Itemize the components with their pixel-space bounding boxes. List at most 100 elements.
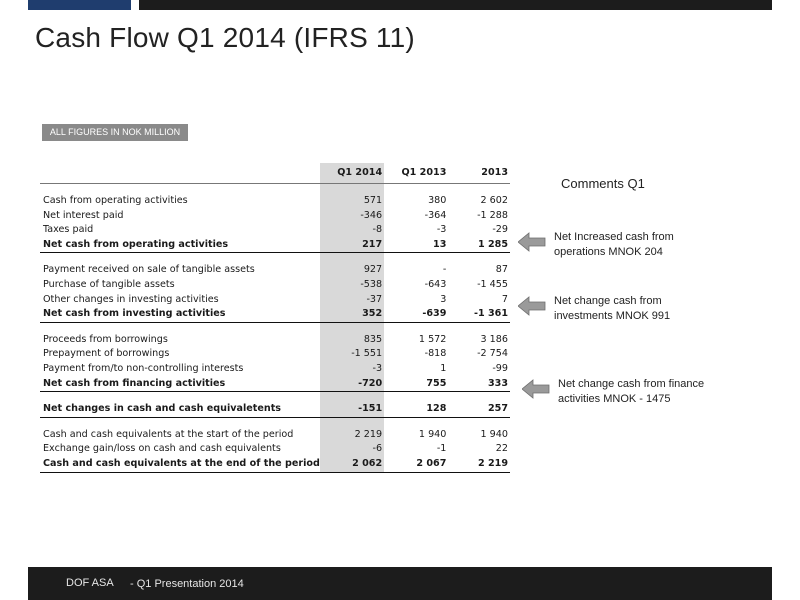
row-label: Prepayment of borrowings — [43, 348, 170, 360]
cell-value: -151 — [319, 402, 385, 418]
cell-value: 2 602 — [480, 195, 508, 206]
cell-value: 2 219 — [319, 427, 385, 443]
cell-value: 3 186 — [480, 333, 508, 345]
footer-bar — [28, 567, 772, 600]
cell-value: 927 — [319, 263, 385, 278]
comment-text: Net change cash from investments MNOK 99… — [554, 295, 671, 322]
cell-value: 2 062 — [319, 456, 385, 473]
cell-value: 1 — [440, 362, 447, 374]
cell-value: 1 940 — [480, 428, 508, 440]
figures-unit-badge: ALL FIGURES IN NOK MILLION — [42, 124, 188, 141]
cell-value: 571 — [319, 194, 385, 209]
column-header: 2013 — [448, 163, 510, 184]
row-label: Payment from/to non-controlling interest… — [43, 362, 244, 374]
cell-value: 3 — [440, 293, 447, 305]
comment-investments: Net change cash from investments MNOK 99… — [518, 294, 694, 324]
cell-value: 1 285 — [448, 237, 510, 254]
comments-title: Comments Q1 — [561, 176, 645, 191]
cell-value: 217 — [319, 237, 385, 254]
table-total-row: Net cash from investing activities 352 -… — [40, 307, 510, 323]
row-label: Proceeds from borrowings — [43, 333, 168, 345]
column-header: Q1 2013 — [384, 163, 449, 184]
footer-event: - Q1 Presentation 2014 — [130, 578, 244, 590]
cell-value: 22 — [495, 443, 508, 455]
table-row: Exchange gain/loss on cash and cash equi… — [40, 442, 510, 457]
table-row: Purchase of tangible assets -538 -643 -1… — [40, 277, 510, 293]
cell-value: -37 — [319, 292, 385, 308]
cell-value: -364 — [424, 209, 447, 221]
cell-value: -29 — [492, 224, 508, 236]
table-row: Payment received on sale of tangible ass… — [40, 263, 510, 278]
cell-value: 87 — [495, 264, 508, 276]
row-label: Net cash from investing activities — [40, 307, 320, 323]
footer-company: DOF ASA — [66, 577, 114, 589]
table-header-row: Q1 2014 Q1 2013 2013 — [40, 163, 510, 184]
top-bar-accent — [28, 0, 131, 10]
left-arrow-icon — [518, 296, 546, 316]
row-label: Cash from operating activities — [43, 195, 188, 206]
cell-value: -1 361 — [448, 307, 510, 323]
table-row: Net interest paid -346 -364 -1 288 — [40, 208, 510, 224]
left-arrow-icon — [518, 232, 546, 252]
slide-title: Cash Flow Q1 2014 (IFRS 11) — [35, 22, 415, 53]
cell-value: -3 — [319, 361, 385, 377]
table-row: Taxes paid -8 -3 -29 — [40, 223, 510, 238]
cell-value: - — [442, 264, 447, 276]
table-total-row: Net cash from financing activities -720 … — [40, 376, 510, 393]
table-total-row: Cash and cash equivalents at the end of … — [40, 456, 510, 473]
comment-text: Net change cash from finance activities … — [558, 378, 705, 405]
comment-operations: Net Increased cash from operations MNOK … — [518, 230, 694, 260]
cell-value: 7 — [501, 293, 508, 305]
cell-value: -3 — [436, 224, 447, 236]
cell-value: -6 — [319, 442, 385, 457]
cell-value: 257 — [448, 402, 510, 418]
cell-value: -818 — [424, 348, 447, 360]
cash-flow-table: Q1 2014 Q1 2013 2013 Cash from operating… — [40, 163, 510, 473]
table-row: Proceeds from borrowings 835 1 572 3 186 — [40, 332, 510, 348]
cell-value: 755 — [384, 376, 449, 393]
comment-text: Net Increased cash from operations MNOK … — [554, 231, 674, 258]
cell-value: 333 — [448, 376, 510, 393]
row-label: Net cash from financing activities — [40, 376, 320, 393]
cell-value: 1 572 — [418, 333, 447, 345]
table-row: Cash and cash equivalents at the start o… — [40, 427, 510, 443]
cell-value: -720 — [319, 376, 385, 393]
cell-value: 13 — [384, 237, 449, 254]
cell-value: -643 — [424, 278, 447, 290]
top-bar — [139, 0, 772, 10]
row-label: Payment received on sale of tangible ass… — [43, 264, 255, 276]
label-column-header — [40, 163, 320, 184]
row-label: Cash and cash equivalents at the end of … — [40, 456, 320, 473]
column-header: Q1 2014 — [319, 163, 385, 184]
row-label: Exchange gain/loss on cash and cash equi… — [43, 443, 281, 455]
cell-value: -346 — [319, 208, 385, 224]
table-total-row: Net changes in cash and cash equivaleten… — [40, 402, 510, 418]
row-label: Other changes in investing activities — [43, 293, 219, 305]
cell-value: -2 754 — [477, 348, 508, 360]
cell-value: 380 — [428, 195, 447, 206]
cell-value: -538 — [319, 277, 385, 293]
cell-value: -99 — [492, 362, 508, 374]
row-label: Net cash from operating activities — [40, 237, 320, 254]
cell-value: 2 067 — [384, 456, 449, 473]
row-label: Cash and cash equivalents at the start o… — [43, 428, 294, 440]
row-label: Net interest paid — [43, 209, 124, 221]
cell-value: 1 940 — [418, 428, 447, 440]
cell-value: -1 — [436, 443, 447, 455]
row-label: Net changes in cash and cash equivaleten… — [40, 402, 320, 418]
table-total-row: Net cash from operating activities 217 1… — [40, 237, 510, 254]
cell-value: 835 — [319, 332, 385, 348]
cell-value: -8 — [319, 223, 385, 238]
comment-finance: Net change cash from finance activities … — [522, 377, 718, 407]
cell-value: 352 — [319, 307, 385, 323]
cell-value: 2 219 — [448, 456, 510, 473]
cell-value: -1 455 — [477, 278, 508, 290]
table-row: Other changes in investing activities -3… — [40, 292, 510, 308]
row-label: Purchase of tangible assets — [43, 278, 175, 290]
table-row: Cash from operating activities 571 380 2… — [40, 194, 510, 209]
cell-value: -1 551 — [319, 347, 385, 362]
table-row: Payment from/to non-controlling interest… — [40, 361, 510, 377]
cell-value: -639 — [384, 307, 449, 323]
row-label: Taxes paid — [43, 224, 94, 236]
cell-value: 128 — [384, 402, 449, 418]
